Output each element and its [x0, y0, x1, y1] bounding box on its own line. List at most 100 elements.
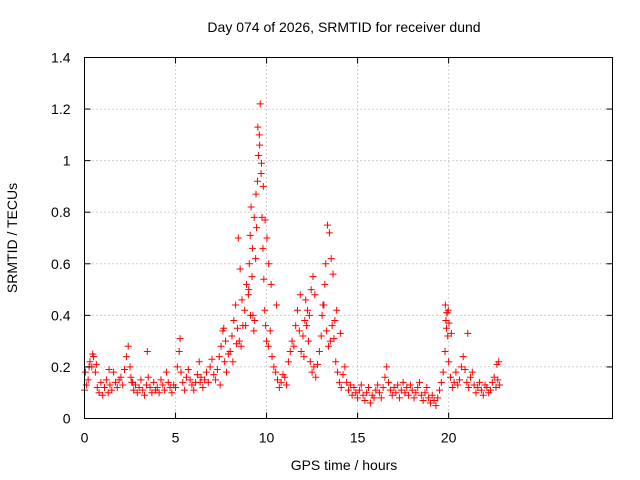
data-point: [334, 368, 342, 376]
data-point: [487, 386, 495, 394]
data-point: [434, 394, 442, 402]
data-point: [441, 347, 449, 355]
data-point: [290, 342, 298, 350]
data-point: [155, 389, 163, 397]
data-point: [264, 342, 272, 350]
data-point: [113, 384, 121, 392]
data-point: [437, 378, 445, 386]
data-point: [268, 353, 276, 361]
data-point: [388, 391, 396, 399]
data-point: [121, 366, 129, 374]
data-point: [312, 373, 320, 381]
data-point: [403, 384, 411, 392]
data-point: [265, 260, 273, 268]
data-point: [294, 306, 302, 314]
data-point: [430, 396, 438, 404]
data-point: [463, 378, 471, 386]
data-point: [281, 373, 289, 381]
data-point: [408, 386, 416, 394]
data-point: [229, 358, 237, 366]
data-point: [324, 221, 332, 229]
data-point: [332, 358, 340, 366]
data-point: [259, 244, 267, 252]
data-point: [210, 371, 218, 379]
data-point: [410, 394, 418, 402]
data-points: [81, 100, 504, 410]
data-point: [196, 378, 204, 386]
data-point: [204, 378, 212, 386]
data-point: [110, 368, 118, 376]
plot-frame: [84, 57, 613, 419]
data-point: [150, 378, 158, 386]
data-point: [176, 335, 184, 343]
data-point: [304, 306, 312, 314]
data-point: [352, 389, 360, 397]
data-point: [492, 384, 500, 392]
data-point: [82, 381, 90, 389]
data-point: [108, 386, 116, 394]
data-point: [397, 386, 405, 394]
data-point: [142, 381, 150, 389]
data-point: [425, 394, 433, 402]
x-axis-label: GPS time / hours: [291, 457, 398, 473]
data-point: [267, 280, 275, 288]
data-point: [345, 386, 352, 394]
x-tick-label: 5: [172, 430, 180, 446]
data-point: [331, 317, 339, 325]
data-point: [261, 306, 269, 314]
data-point: [394, 381, 402, 389]
data-point: [81, 368, 89, 376]
data-point: [465, 384, 473, 392]
data-point: [365, 384, 373, 392]
data-point: [406, 381, 414, 389]
data-point: [447, 329, 455, 337]
data-point: [164, 378, 172, 386]
data-point: [159, 381, 167, 389]
data-point: [263, 234, 271, 242]
y-tick-label: 1.2: [51, 101, 71, 117]
y-tick-label: 0: [63, 411, 71, 427]
data-point: [483, 384, 491, 392]
data-point: [256, 141, 264, 149]
data-point: [405, 391, 413, 399]
y-tick-label: 0.2: [51, 359, 71, 375]
data-point: [141, 391, 149, 399]
data-point: [234, 234, 242, 242]
data-point: [474, 384, 482, 392]
data-point: [254, 151, 262, 159]
data-point: [144, 373, 152, 381]
data-point: [173, 363, 181, 371]
x-tick-label: 15: [350, 430, 366, 446]
data-point: [260, 275, 268, 283]
data-point: [193, 371, 201, 379]
data-point: [273, 301, 281, 309]
data-point: [95, 389, 103, 397]
data-point: [253, 224, 261, 232]
data-point: [296, 291, 304, 299]
data-point: [133, 389, 141, 397]
data-point: [228, 332, 236, 340]
data-point: [111, 378, 119, 386]
data-point: [206, 363, 214, 371]
data-point: [146, 384, 154, 392]
data-point: [304, 337, 312, 345]
grid-lines: [84, 57, 613, 419]
data-point: [426, 399, 434, 407]
data-point: [89, 350, 97, 358]
data-point: [130, 386, 138, 394]
data-point: [301, 317, 309, 325]
data-point: [252, 255, 260, 263]
data-point: [399, 378, 407, 386]
data-point: [127, 373, 135, 381]
data-point: [372, 386, 380, 394]
data-point: [314, 360, 322, 368]
data-point: [245, 260, 253, 268]
data-point: [341, 363, 349, 371]
data-point: [357, 381, 365, 389]
data-point: [253, 177, 261, 185]
data-point: [439, 368, 447, 376]
data-point: [256, 100, 264, 108]
data-point: [199, 384, 207, 392]
data-point: [333, 306, 341, 314]
data-point: [323, 327, 331, 335]
